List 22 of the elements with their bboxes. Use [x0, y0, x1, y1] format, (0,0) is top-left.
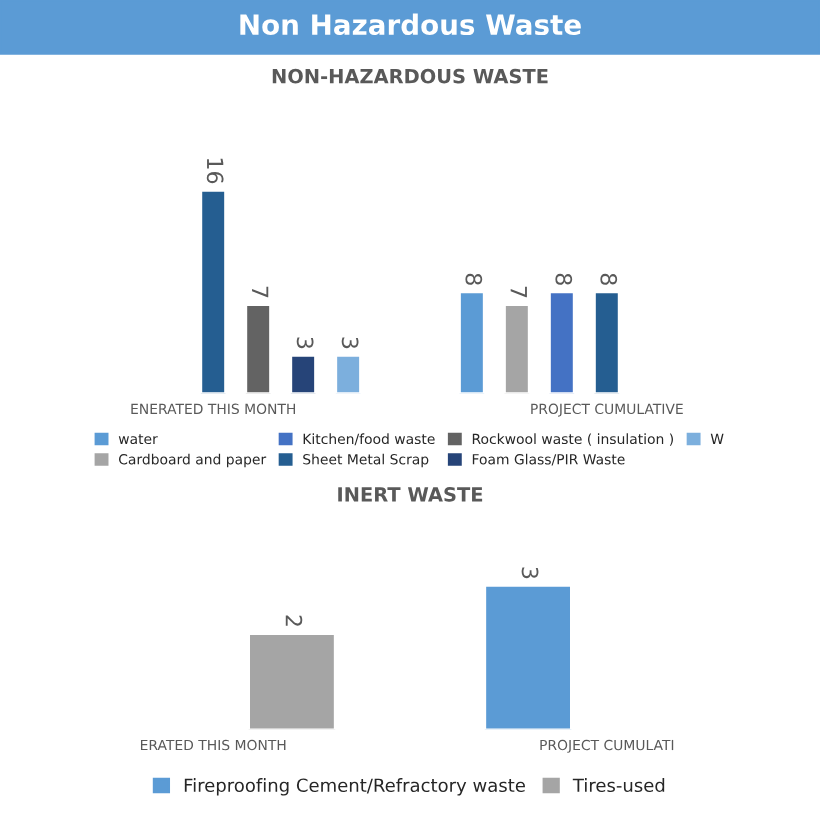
bar	[199, 188, 227, 394]
data-label: 7	[510, 286, 527, 298]
bar	[289, 354, 317, 394]
chart-title: Non Hazardous Waste NON-HAZARDOUS WASTE	[240, 13, 581, 84]
bar	[548, 290, 576, 394]
data-label: 3	[341, 337, 359, 349]
data-label: 16	[206, 158, 224, 184]
bar	[593, 290, 621, 394]
bar	[244, 303, 272, 394]
data-label: 3	[296, 337, 314, 349]
legend-label: Fireproofing Cement/Refractory waste	[184, 778, 525, 796]
data-label: 3	[521, 567, 539, 579]
data-label: 7	[252, 286, 269, 298]
bar	[503, 303, 531, 394]
data-label: 8	[465, 273, 483, 285]
bar	[334, 354, 362, 394]
legend-label: Tires-used	[572, 778, 665, 793]
bar	[458, 290, 486, 394]
chart-title: INERT WASTE	[338, 487, 483, 502]
data-label: 8	[555, 273, 573, 285]
data-label: 8	[600, 273, 618, 285]
data-label: 2	[285, 615, 303, 626]
